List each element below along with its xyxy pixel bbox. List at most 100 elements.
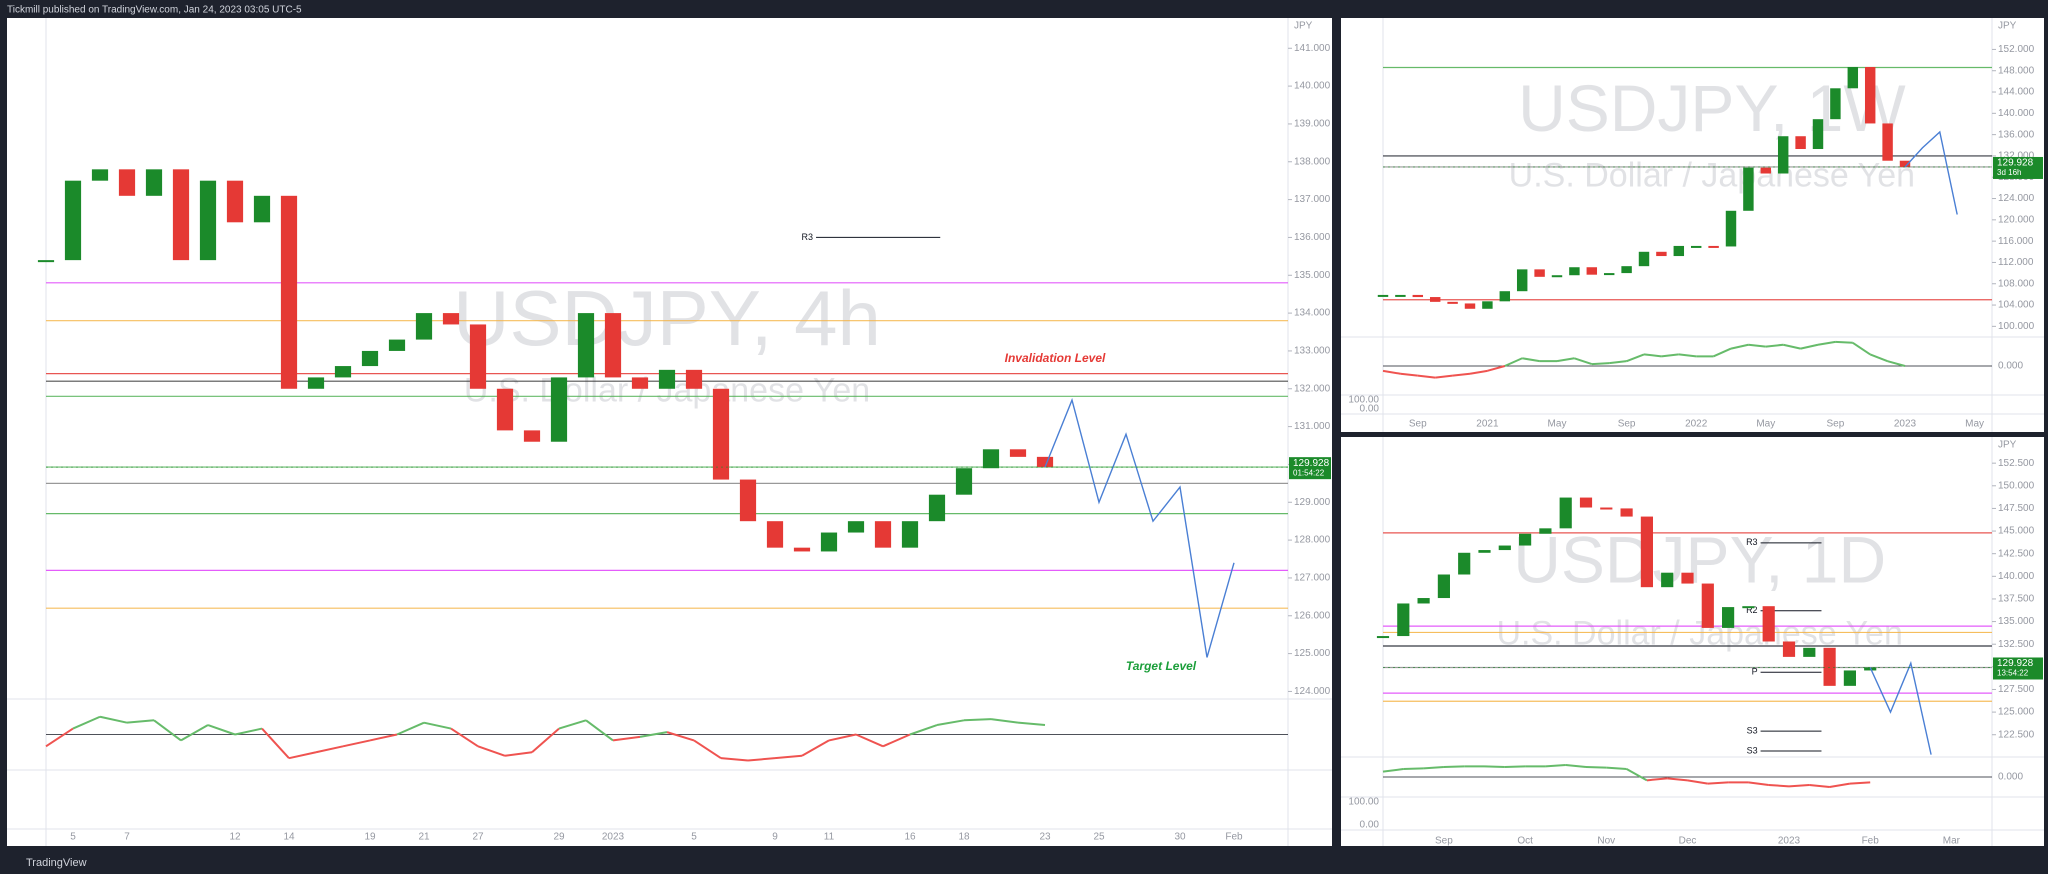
candle — [1498, 545, 1511, 551]
candle — [1447, 301, 1458, 304]
stoch-axis-label: 0.00 — [1360, 404, 1380, 415]
y-tick-label: 100.000 — [1998, 321, 2035, 332]
y-tick-label: 136.000 — [1294, 232, 1331, 243]
candle — [712, 388, 730, 480]
y-tick-label: 134.000 — [1294, 308, 1331, 319]
candle — [1534, 269, 1545, 277]
x-tick-label: May — [1965, 419, 1984, 430]
osc-segment — [342, 739, 371, 748]
osc-segment — [1556, 357, 1575, 363]
x-tick-label: 7 — [124, 832, 130, 843]
osc-segment — [1574, 357, 1593, 366]
y-tick-label: 142.500 — [1998, 548, 2035, 559]
y-tick-label: 139.000 — [1294, 119, 1331, 130]
price-tag-label: 129.928 — [1293, 458, 1330, 469]
y-tick-label: 140.000 — [1998, 571, 2035, 582]
osc-segment — [1713, 347, 1732, 358]
osc-segment — [1382, 768, 1404, 773]
osc-segment — [396, 721, 425, 736]
osc-segment — [1852, 341, 1871, 356]
osc-segment — [1504, 765, 1526, 768]
candle — [1742, 606, 1755, 609]
osc-axis-label: 0.000 — [1998, 361, 2023, 372]
osc-segment — [1748, 781, 1769, 786]
osc-segment — [1643, 353, 1662, 358]
x-tick-label: May — [1548, 419, 1567, 430]
x-tick-label: 14 — [283, 832, 295, 843]
osc-segment — [1835, 340, 1853, 344]
candle — [982, 449, 1000, 469]
osc-axis-label: 0.000 — [1998, 772, 2023, 783]
candle — [1437, 574, 1450, 599]
osc-segment — [1800, 343, 1819, 350]
y-tick-label: 138.000 — [1294, 156, 1331, 167]
osc-segment — [558, 719, 587, 730]
candle — [172, 169, 190, 261]
candle — [1429, 297, 1441, 302]
osc-segment — [828, 733, 857, 742]
candle — [1376, 636, 1390, 639]
currency-label: JPY — [1998, 440, 2017, 451]
x-tick-label: 2023 — [1778, 836, 1801, 847]
pivot-label: R3 — [802, 232, 814, 242]
candle — [1760, 167, 1772, 174]
candle — [1464, 303, 1476, 309]
candle — [1559, 497, 1572, 529]
candle — [820, 532, 838, 552]
candle — [118, 169, 136, 196]
osc-segment — [423, 721, 452, 730]
candle — [91, 169, 109, 181]
osc-segment — [882, 733, 911, 748]
price-tag — [1289, 457, 1331, 480]
pivot-label: R3 — [1746, 537, 1758, 547]
countdown-label: 13:54:22 — [1997, 669, 2029, 678]
candle — [1795, 136, 1806, 150]
candle — [1899, 160, 1911, 167]
candle — [901, 521, 919, 548]
osc-segment — [612, 735, 641, 742]
candle — [1882, 123, 1893, 161]
candle — [1600, 507, 1613, 510]
x-tick-label: 25 — [1093, 832, 1105, 843]
candle — [847, 521, 865, 533]
y-tick-label: 132.000 — [1998, 151, 2035, 162]
watermark-title: USDJPY, 4h — [453, 274, 881, 362]
footer-brand: TradingView — [26, 857, 87, 869]
panel — [1341, 18, 2044, 432]
candle — [1417, 598, 1430, 604]
pivot-label: R2 — [1746, 605, 1758, 615]
x-tick-label: May — [1756, 419, 1775, 430]
y-tick-label: 116.000 — [1998, 236, 2034, 247]
osc-segment — [1887, 360, 1906, 367]
osc-segment — [1403, 767, 1424, 770]
candle — [1782, 641, 1796, 657]
osc-segment — [1661, 353, 1679, 358]
price-tag-label: 129.928 — [1997, 658, 2034, 669]
osc-segment — [1782, 343, 1801, 350]
y-tick-label: 108.000 — [1998, 278, 2035, 289]
y-tick-label: 152.500 — [1998, 458, 2035, 469]
osc-segment — [1435, 374, 1453, 379]
osc-segment — [261, 727, 290, 759]
candle — [739, 479, 757, 522]
candle — [550, 377, 568, 442]
x-tick-label: Nov — [1597, 836, 1615, 847]
candle — [1482, 301, 1493, 309]
x-tick-label: 29 — [553, 832, 565, 843]
x-tick-label: Sep — [1618, 419, 1636, 430]
osc-segment — [1606, 766, 1627, 770]
candle — [1516, 269, 1528, 292]
x-tick-label: Sep — [1435, 836, 1453, 847]
osc-segment — [99, 715, 128, 724]
x-tick-label: Sep — [1827, 419, 1845, 430]
osc-segment — [855, 733, 884, 748]
candle — [1762, 606, 1775, 642]
candle — [1551, 275, 1563, 278]
osc-segment — [801, 739, 830, 757]
candle — [1603, 273, 1615, 276]
osc-segment — [207, 724, 236, 736]
candle — [1656, 251, 1667, 257]
candle — [1847, 66, 1859, 89]
candle — [1722, 607, 1735, 628]
projection-path — [1904, 130, 1958, 215]
